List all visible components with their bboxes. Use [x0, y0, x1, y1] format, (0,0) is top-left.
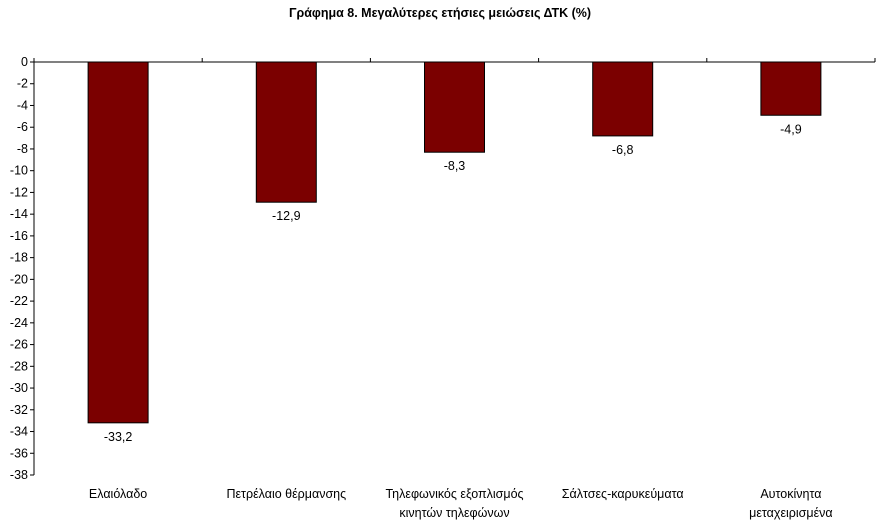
data-label: -12,9	[272, 209, 301, 223]
y-tick-label: -36	[10, 446, 28, 460]
category-label: κινητών τηλεφώνων	[399, 506, 509, 520]
y-tick-label: -22	[10, 294, 28, 308]
y-tick-label: -38	[10, 468, 28, 482]
data-labels: -33,2 -12,9 -8,3 -6,8 -4,9	[104, 122, 802, 444]
bar	[87, 61, 149, 424]
category-label: Ελαιόλαδο	[89, 487, 147, 501]
y-tick-label: -14	[10, 207, 28, 221]
y-tick-label: -24	[10, 316, 28, 330]
bar	[424, 61, 485, 153]
bar	[760, 61, 822, 116]
bar	[592, 61, 654, 137]
y-tick-label: -30	[10, 381, 28, 395]
bars	[87, 61, 822, 424]
y-tick-label: -20	[10, 272, 28, 286]
y-tick-label: -12	[10, 185, 28, 199]
y-tick-label: -8	[17, 142, 28, 156]
y-tick-label: -6	[17, 120, 28, 134]
data-label: -33,2	[104, 430, 133, 444]
y-tick-label: -32	[10, 403, 28, 417]
chart-title: Γράφημα 8. Μεγαλύτερες ετήσιες μειώσεις …	[288, 6, 592, 20]
y-tick-label: 0	[21, 55, 28, 69]
y-tick-label: -2	[17, 77, 28, 91]
category-label: μεταχειρισμένα	[749, 506, 833, 520]
y-tick-label: -28	[10, 359, 28, 373]
category-labels: Ελαιόλαδο Πετρέλαιο θέρμανσης Τηλεφωνικός …	[89, 487, 833, 520]
category-label: Σάλτσες-καρυκεύματα	[562, 487, 684, 501]
y-tick-label: -10	[10, 164, 28, 178]
category-label: Πετρέλαιο θέρμανσης	[226, 487, 346, 501]
y-tick-label: -16	[10, 229, 28, 243]
category-label: Τηλεφωνικός εξοπλισμός	[385, 487, 523, 501]
y-tick-label: -26	[10, 338, 28, 352]
y-tick-label: -34	[10, 425, 28, 439]
y-axis-ticks: 0 -2 -4 -6 -8 -10 -12 -14 -16 -18 -20 -22 -24 -26 -28 -…	[10, 55, 34, 482]
category-label: Αυτοκίνητα	[760, 487, 821, 501]
data-label: -4,9	[780, 122, 802, 136]
data-label: -8,3	[444, 159, 466, 173]
bar	[255, 61, 317, 203]
data-label: -6,8	[612, 143, 634, 157]
y-tick-label: -4	[17, 98, 28, 112]
y-tick-label: -18	[10, 251, 28, 265]
axes	[33, 58, 876, 475]
